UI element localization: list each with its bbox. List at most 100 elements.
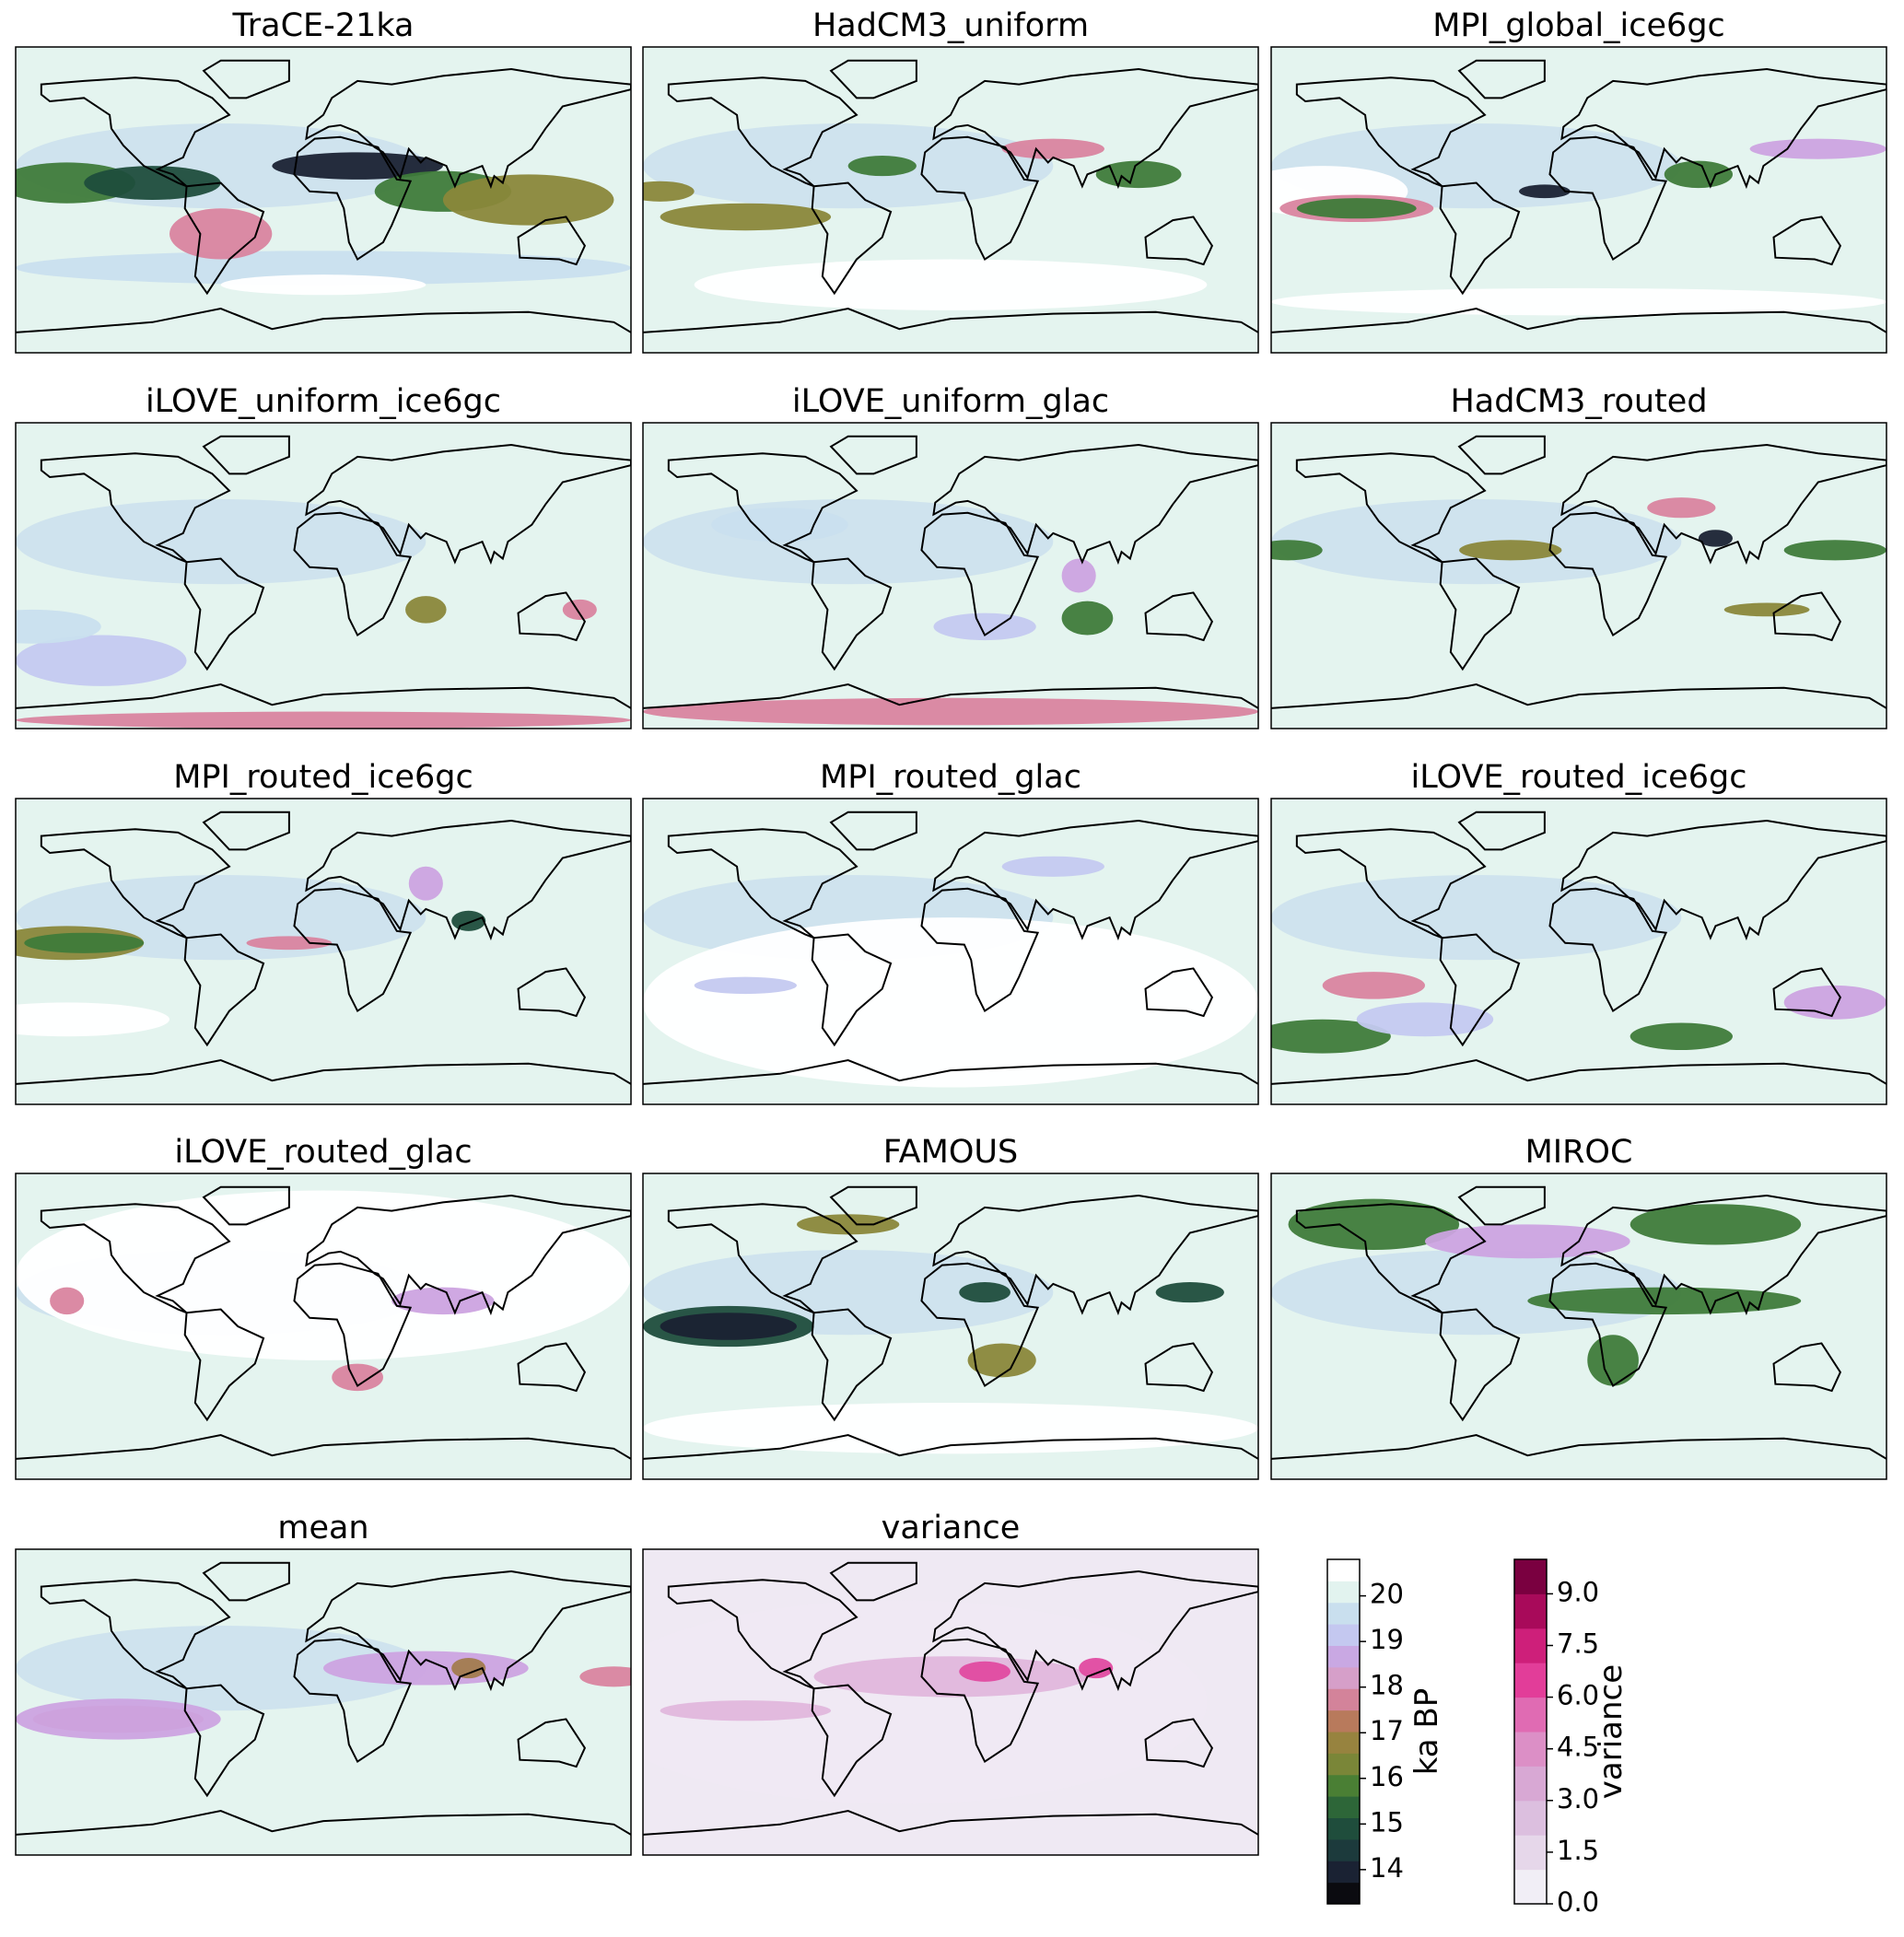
coastline	[643, 1810, 1258, 1836]
field-region	[1079, 1658, 1114, 1679]
colorbar-label: ka BP	[1408, 1688, 1445, 1776]
coastline	[293, 1638, 413, 1764]
panel-frame	[642, 422, 1259, 729]
coastline	[920, 135, 1040, 262]
coastline	[1457, 1185, 1546, 1226]
panel-title: TraCE-21ka	[232, 7, 415, 44]
coastline	[811, 933, 893, 1047]
map-field	[16, 423, 631, 729]
coastline	[305, 443, 631, 566]
field-region	[16, 1698, 221, 1740]
coastline	[183, 181, 265, 296]
coastline	[1271, 1434, 1886, 1460]
field-region	[1629, 1204, 1802, 1245]
map-field	[1271, 47, 1886, 353]
field-region	[1271, 499, 1682, 585]
coastline	[811, 1308, 893, 1422]
field-region	[1356, 1002, 1494, 1037]
coastline	[293, 1262, 413, 1388]
coastline	[1772, 591, 1842, 642]
colorbar-tick-label: 19	[1370, 1624, 1404, 1655]
coastline	[920, 887, 1040, 1013]
panel-frame	[642, 46, 1259, 354]
field-region	[1322, 972, 1426, 999]
coastline	[1271, 683, 1886, 709]
panel-frame	[15, 1173, 632, 1480]
colorbar-band	[1514, 1800, 1547, 1836]
coastline	[1439, 1308, 1521, 1422]
field-region	[1271, 287, 1886, 316]
coastline	[202, 435, 290, 475]
coastline	[202, 1185, 290, 1226]
coastline	[1144, 967, 1214, 1018]
colorbar-band	[1514, 1732, 1547, 1767]
field-region	[169, 208, 273, 260]
coastline	[667, 1579, 859, 1690]
coastline	[183, 1308, 265, 1422]
field-region	[1587, 1335, 1639, 1386]
coastline	[667, 828, 859, 939]
panel-frame	[1270, 46, 1887, 354]
panel-title: iLOVE_uniform_ice6gc	[146, 383, 501, 420]
coastline	[811, 557, 893, 671]
field-region	[660, 203, 832, 231]
coastline	[1548, 887, 1668, 1013]
panel-frame	[642, 1548, 1259, 1856]
field-region	[1271, 540, 1323, 561]
field-region	[16, 1190, 631, 1360]
field-region	[1271, 1250, 1682, 1336]
coastline	[643, 308, 1258, 333]
colorbar-frame	[1513, 1558, 1548, 1905]
coastline	[667, 1203, 859, 1314]
colorbar-band	[1327, 1838, 1360, 1861]
coastline	[1560, 443, 1886, 566]
panel-title: HadCM3_routed	[1450, 383, 1707, 420]
field-region	[643, 181, 695, 202]
field-region	[220, 274, 426, 296]
field-region	[405, 596, 447, 624]
field-region	[1001, 856, 1105, 877]
colorbar-band	[1327, 1861, 1360, 1884]
coastline	[305, 1194, 631, 1316]
coastline	[183, 933, 265, 1047]
colorbar-tick-label: 3.0	[1557, 1783, 1599, 1814]
panel-title: iLOVE_uniform_glac	[792, 383, 1109, 420]
coastline	[1560, 819, 1886, 941]
coastline	[932, 819, 1258, 941]
map-field	[16, 47, 631, 353]
field-region	[1723, 602, 1810, 617]
field-region	[16, 711, 631, 729]
field-region	[16, 1626, 426, 1711]
coastline	[517, 1342, 587, 1393]
coastline	[183, 557, 265, 671]
panel-frame	[15, 46, 632, 354]
field-region	[272, 152, 443, 180]
map-field	[643, 799, 1258, 1104]
coastline	[1144, 216, 1214, 266]
field-region	[959, 1282, 1010, 1303]
coastline	[920, 511, 1040, 637]
field-region	[16, 609, 101, 644]
field-region	[694, 976, 797, 995]
panel-title: MIROC	[1525, 1134, 1633, 1171]
colorbar-tick-label: 6.0	[1557, 1680, 1599, 1711]
colorbar-tick-label: 4.5	[1557, 1732, 1599, 1763]
map-field	[1271, 799, 1886, 1104]
coastline	[16, 683, 631, 709]
panel-frame	[15, 798, 632, 1105]
panel-title: HadCM3_uniform	[812, 7, 1089, 44]
coastline	[517, 1718, 587, 1768]
colorbar-tick-label: 18	[1370, 1670, 1404, 1701]
coastline	[1295, 452, 1487, 564]
field-region	[643, 1600, 1208, 1804]
field-region	[16, 251, 631, 286]
field-region	[442, 174, 614, 226]
coastline	[643, 1059, 1258, 1085]
field-region	[711, 508, 848, 543]
field-region	[408, 866, 443, 901]
panel-title: iLOVE_routed_glac	[174, 1134, 472, 1171]
coastline	[40, 1203, 231, 1314]
field-region	[579, 1666, 631, 1687]
coastline	[1295, 828, 1487, 939]
